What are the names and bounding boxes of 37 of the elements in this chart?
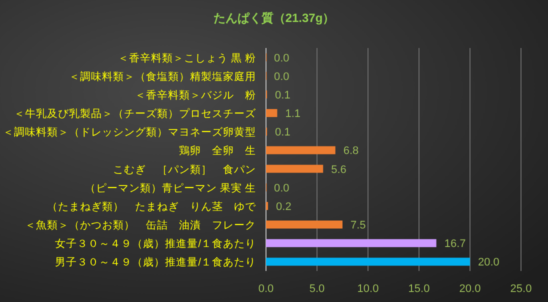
y-tick-label: ＜香辛料類＞バジル 粉 <box>135 88 256 102</box>
data-label: 6.8 <box>343 145 359 158</box>
data-label: 16.7 <box>444 238 466 250</box>
y-tick-label: 鶏卵 全卵 生 <box>179 144 256 158</box>
x-tick-label: 10.0 <box>357 283 379 295</box>
data-label: 20.0 <box>478 256 500 269</box>
x-tick-label: 5.0 <box>309 283 325 295</box>
bar <box>266 258 470 266</box>
x-tick-label: 0.0 <box>258 283 274 295</box>
y-tick-label: ＜調味料類＞（食塩類）精製塩家庭用 <box>69 70 256 83</box>
y-tick-label: 男子３０～４９（歳）推進量/１食あたり <box>55 256 256 269</box>
data-label: 0.2 <box>276 200 292 213</box>
y-tick-label: こむぎ ［パン類］ 食パン <box>113 164 256 176</box>
y-tick-label: ＜牛乳及び乳製品＞（チーズ類）プロセスチーズ <box>14 107 257 120</box>
bar <box>266 239 436 248</box>
data-label: 0.1 <box>275 126 290 139</box>
data-label: 0.0 <box>274 70 290 83</box>
data-label: 7.5 <box>350 220 366 232</box>
y-tick-label: ＜香辛料類＞こしょう 黒 粉 <box>118 51 256 64</box>
y-tick-label: ＜魚類＞（かつお類） 缶詰 油漬 フレーク <box>25 218 256 232</box>
data-label: 0.1 <box>275 89 290 102</box>
bar <box>266 164 324 173</box>
y-tick-label: 女子３０～４９（歳）推進量/１食あたり <box>55 237 256 250</box>
x-tick-label: 25.0 <box>510 283 532 295</box>
data-label: 1.1 <box>285 108 301 120</box>
data-label: 5.6 <box>331 164 346 176</box>
data-label: 0.0 <box>274 182 290 194</box>
x-tick-label: 20.0 <box>459 283 481 295</box>
y-tick-label: （たまねぎ類） たまねぎ りん茎 ゆで <box>47 200 257 213</box>
bar <box>266 146 336 154</box>
data-label: 0.0 <box>274 52 290 64</box>
x-tick-label: 15.0 <box>408 283 430 295</box>
chart-title: たんぱく質（21.37g） <box>213 11 335 25</box>
bar <box>266 109 278 118</box>
y-tick-label: ＜調味料類＞（ドレッシング類）マヨネーズ卵黄型 <box>3 126 256 139</box>
y-tick-label: （ピーマン類）青ピーマン 果実 生 <box>85 181 256 194</box>
bar <box>266 220 342 229</box>
